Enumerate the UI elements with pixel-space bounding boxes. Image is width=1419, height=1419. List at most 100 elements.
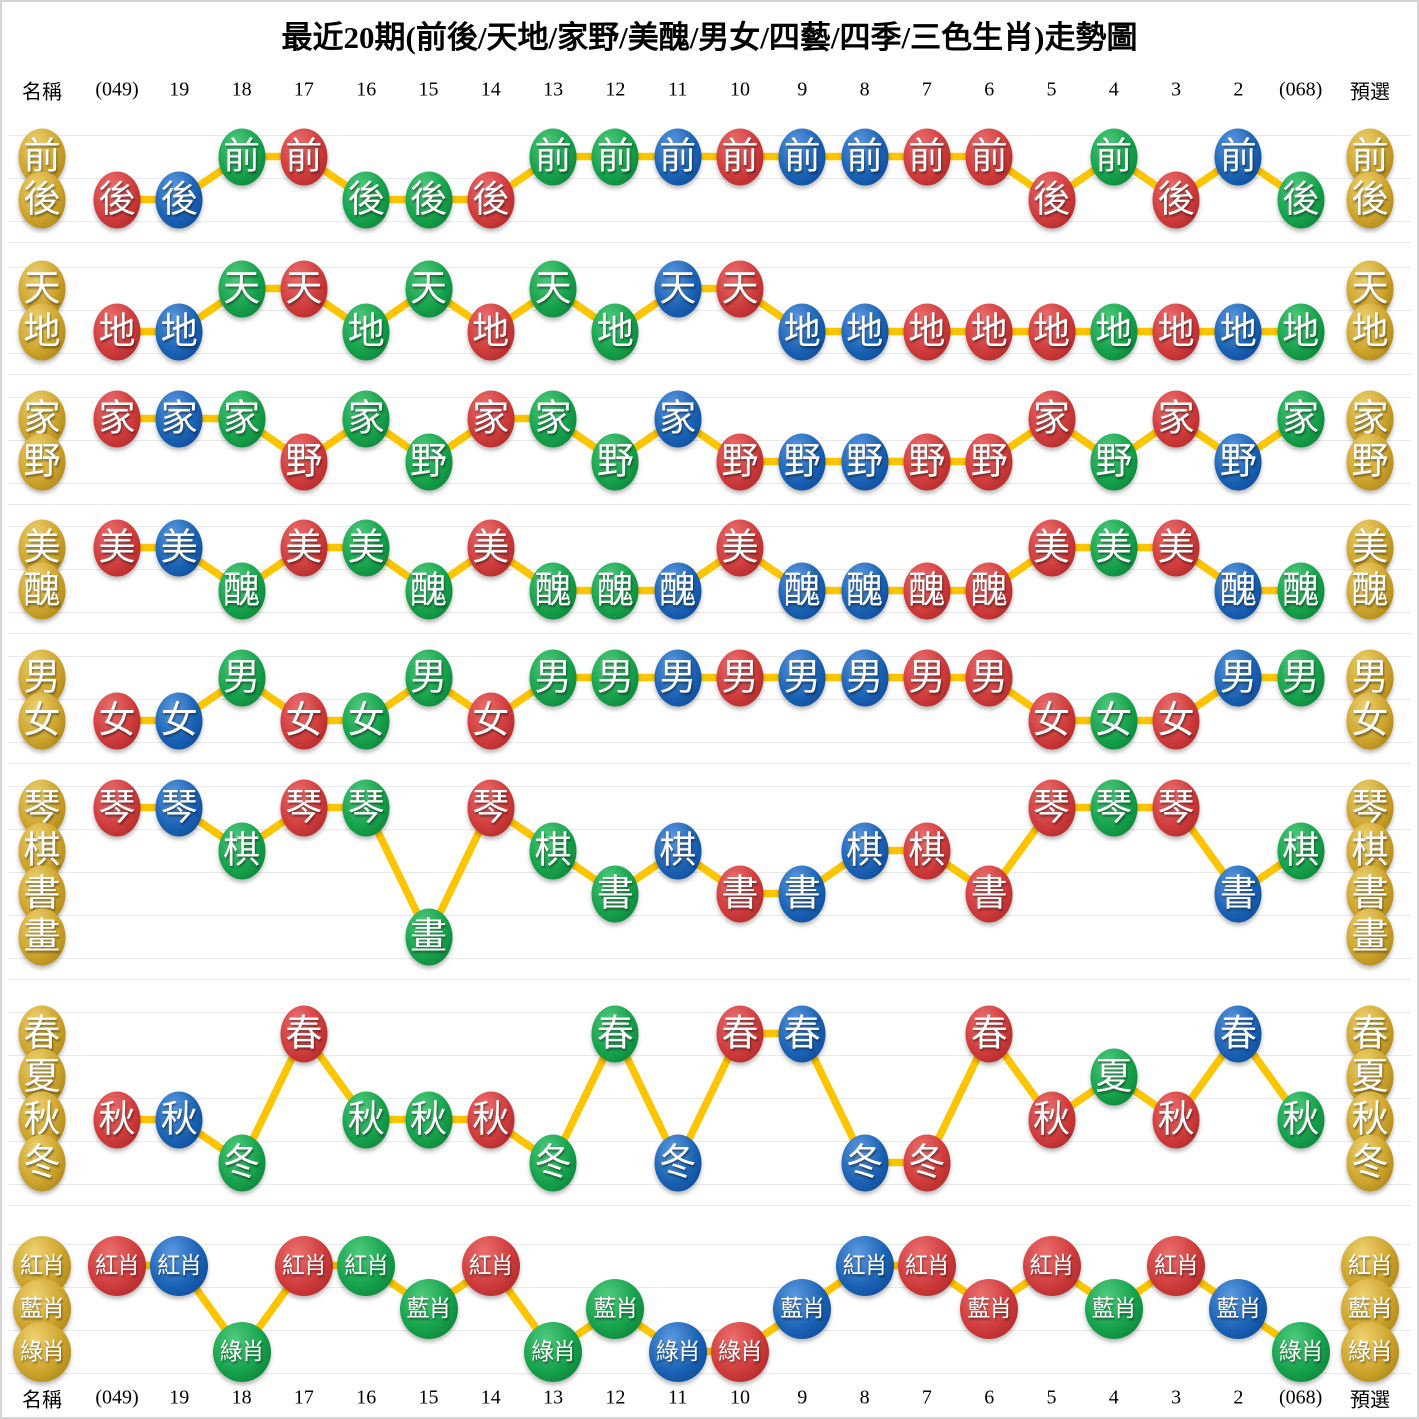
footer-period-label: 3 — [1171, 1386, 1182, 1409]
trend-point-四藝-8: 棋 — [841, 822, 889, 879]
trend-point-三色生肖-(049): 紅肖 — [88, 1235, 146, 1296]
preselect-野[interactable]: 野 — [1346, 433, 1394, 490]
trend-point-天地-14: 地 — [467, 303, 515, 360]
gridline — [8, 699, 1411, 700]
preselect-女[interactable]: 女 — [1346, 692, 1394, 749]
trend-point-四藝-4: 琴 — [1090, 779, 1138, 836]
trend-point-四季-18: 冬 — [218, 1134, 266, 1191]
preselect-琴[interactable]: 琴 — [1346, 779, 1394, 836]
trend-point-天地-15: 天 — [405, 260, 452, 317]
gridline — [8, 310, 1411, 311]
trend-point-美醜-6: 醜 — [965, 562, 1013, 619]
row-name-書: 書 — [18, 865, 66, 922]
preselect-畫[interactable]: 畫 — [1346, 908, 1394, 965]
trend-point-四藝-(068): 棋 — [1277, 822, 1325, 879]
trend-point-家野-2: 野 — [1214, 433, 1262, 490]
gridline — [8, 526, 1411, 527]
header-period-label: 4 — [1108, 78, 1119, 101]
trend-point-三色生肖-15: 藍肖 — [399, 1278, 458, 1339]
trend-point-四藝-16: 琴 — [342, 779, 390, 836]
row-name-畫: 畫 — [18, 908, 66, 965]
trend-point-四季-8: 冬 — [841, 1134, 889, 1191]
header-period-label: 6 — [984, 78, 995, 101]
trend-point-三色生肖-16: 紅肖 — [337, 1235, 396, 1296]
trend-point-前後-2: 前 — [1214, 128, 1262, 185]
preselect-醜[interactable]: 醜 — [1346, 562, 1394, 619]
trend-point-三色生肖-4: 藍肖 — [1084, 1278, 1143, 1339]
header-period-label: 11 — [668, 78, 688, 101]
trend-point-男女-16: 女 — [342, 692, 390, 749]
trend-point-男女-2: 男 — [1214, 649, 1262, 706]
trend-point-四季-(068): 秋 — [1277, 1091, 1325, 1148]
gridline — [8, 1055, 1411, 1056]
trend-point-四季-14: 秋 — [467, 1091, 515, 1148]
trend-point-家野-19: 家 — [155, 390, 203, 447]
trend-point-男女-6: 男 — [965, 649, 1013, 706]
gridline — [8, 267, 1411, 268]
gridline — [8, 221, 1411, 222]
trend-point-家野-18: 家 — [218, 390, 266, 447]
footer-period-label: 13 — [543, 1386, 564, 1409]
trend-point-四季-9: 春 — [778, 1005, 826, 1062]
trend-point-男女-19: 女 — [155, 692, 203, 749]
trend-point-天地-19: 地 — [155, 303, 203, 360]
gridline — [8, 633, 1411, 634]
trend-point-前後-13: 前 — [529, 128, 577, 185]
trend-point-三色生肖-14: 紅肖 — [461, 1235, 520, 1296]
trend-point-四季-6: 春 — [965, 1005, 1013, 1062]
footer-period-label: 10 — [730, 1386, 750, 1409]
trend-point-男女-12: 男 — [591, 649, 639, 706]
trend-point-前後-18: 前 — [218, 128, 266, 185]
preselect-地[interactable]: 地 — [1346, 303, 1394, 360]
header-preselect-label: 預選 — [1350, 81, 1390, 104]
trend-point-天地-4: 地 — [1090, 303, 1138, 360]
gridline — [8, 569, 1411, 570]
gridline — [8, 483, 1411, 484]
gridline — [8, 872, 1411, 873]
trend-point-家野-12: 野 — [591, 433, 639, 490]
trend-point-男女-10: 男 — [716, 649, 764, 706]
trend-point-天地-13: 天 — [529, 260, 577, 317]
trend-point-三色生肖-11: 綠肖 — [648, 1321, 707, 1382]
footer-period-label: 4 — [1108, 1386, 1119, 1409]
row-name-女: 女 — [18, 692, 66, 749]
trend-point-家野-8: 野 — [841, 433, 889, 490]
trend-point-男女-11: 男 — [654, 649, 702, 706]
trend-point-美醜-18: 醜 — [218, 562, 266, 619]
preselect-冬[interactable]: 冬 — [1346, 1134, 1394, 1191]
trend-point-前後-11: 前 — [654, 128, 702, 185]
header-period-label: 8 — [859, 78, 870, 101]
preselect-綠肖[interactable]: 綠肖 — [1341, 1321, 1399, 1382]
header-period-label: 15 — [418, 78, 439, 101]
preselect-夏[interactable]: 夏 — [1346, 1048, 1394, 1105]
footer-period-label: 14 — [480, 1386, 501, 1409]
trend-point-四藝-10: 書 — [716, 865, 764, 922]
trend-point-美醜-4: 美 — [1090, 519, 1138, 576]
trend-point-三色生肖-5: 紅肖 — [1022, 1235, 1081, 1296]
trend-point-美醜-(068): 醜 — [1277, 562, 1325, 619]
trend-point-天地-12: 地 — [591, 303, 639, 360]
gridline — [8, 742, 1411, 743]
trend-point-美醜-2: 醜 — [1214, 562, 1262, 619]
trend-point-天地-18: 天 — [218, 260, 266, 317]
trend-point-家野-7: 野 — [903, 433, 951, 490]
row-name-野: 野 — [18, 433, 66, 490]
gridline — [8, 829, 1411, 830]
trend-point-天地-(068): 地 — [1277, 303, 1325, 360]
preselect-後[interactable]: 後 — [1346, 171, 1394, 228]
row-name-男: 男 — [18, 649, 66, 706]
preselect-天[interactable]: 天 — [1346, 260, 1394, 317]
trend-point-家野-11: 家 — [654, 390, 702, 447]
trend-point-三色生肖-8: 紅肖 — [835, 1235, 894, 1296]
trend-point-前後-7: 前 — [903, 128, 951, 185]
header-name-label: 名稱 — [22, 81, 62, 104]
gridline — [8, 353, 1411, 354]
trend-point-三色生肖-10: 綠肖 — [711, 1321, 769, 1382]
trend-point-家野-17: 野 — [280, 433, 328, 490]
trend-point-美醜-7: 醜 — [903, 562, 951, 619]
preselect-秋[interactable]: 秋 — [1346, 1091, 1394, 1148]
trend-point-天地-2: 地 — [1214, 303, 1262, 360]
gridline — [8, 1373, 1411, 1374]
trend-point-天地-(049): 地 — [93, 303, 141, 360]
trend-point-美醜-5: 美 — [1028, 519, 1075, 576]
